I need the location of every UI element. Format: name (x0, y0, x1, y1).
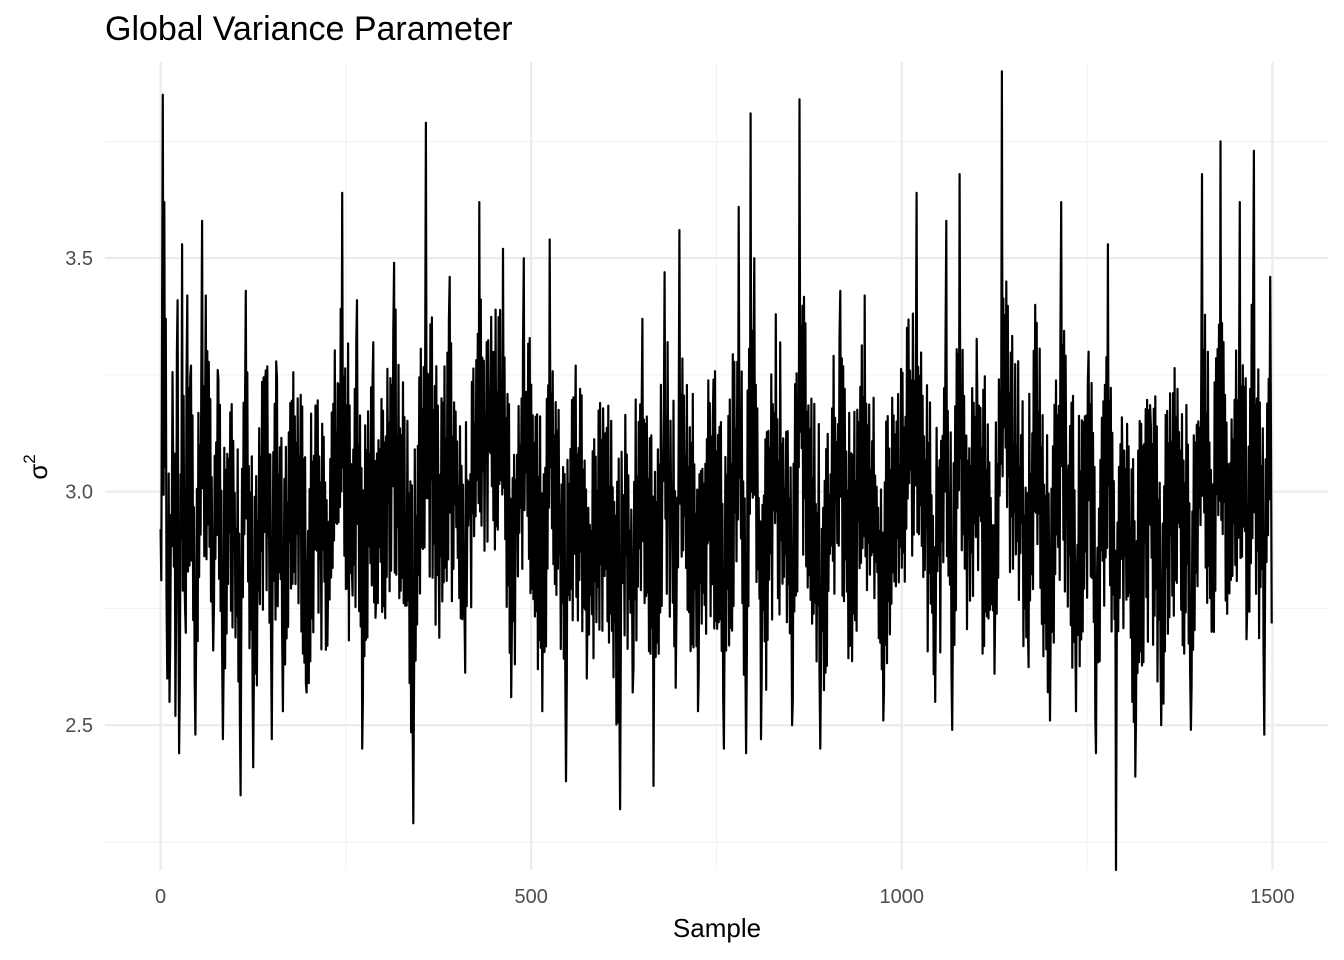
y-axis-title: σ2 (20, 454, 53, 480)
x-axis-title: Sample (673, 913, 761, 943)
y-tick-label: 3.0 (65, 482, 93, 504)
x-tick-label: 500 (515, 886, 548, 908)
y-axis-title-superscript: 2 (20, 454, 39, 463)
x-tick-label: 1500 (1250, 886, 1295, 908)
x-tick-label: 0 (155, 886, 166, 908)
y-tick-label: 3.5 (65, 248, 93, 270)
y-axis-title-symbol: σ (23, 464, 53, 480)
trace-line (159, 70, 1273, 872)
y-tick-label: 2.5 (65, 715, 93, 737)
y-axis-ticks: 2.5 3.0 3.5 (65, 248, 93, 737)
x-tick-label: 1000 (880, 886, 925, 908)
chart-title: Global Variance Parameter (105, 10, 513, 48)
x-axis-ticks: 0 500 1000 1500 (155, 886, 1295, 908)
